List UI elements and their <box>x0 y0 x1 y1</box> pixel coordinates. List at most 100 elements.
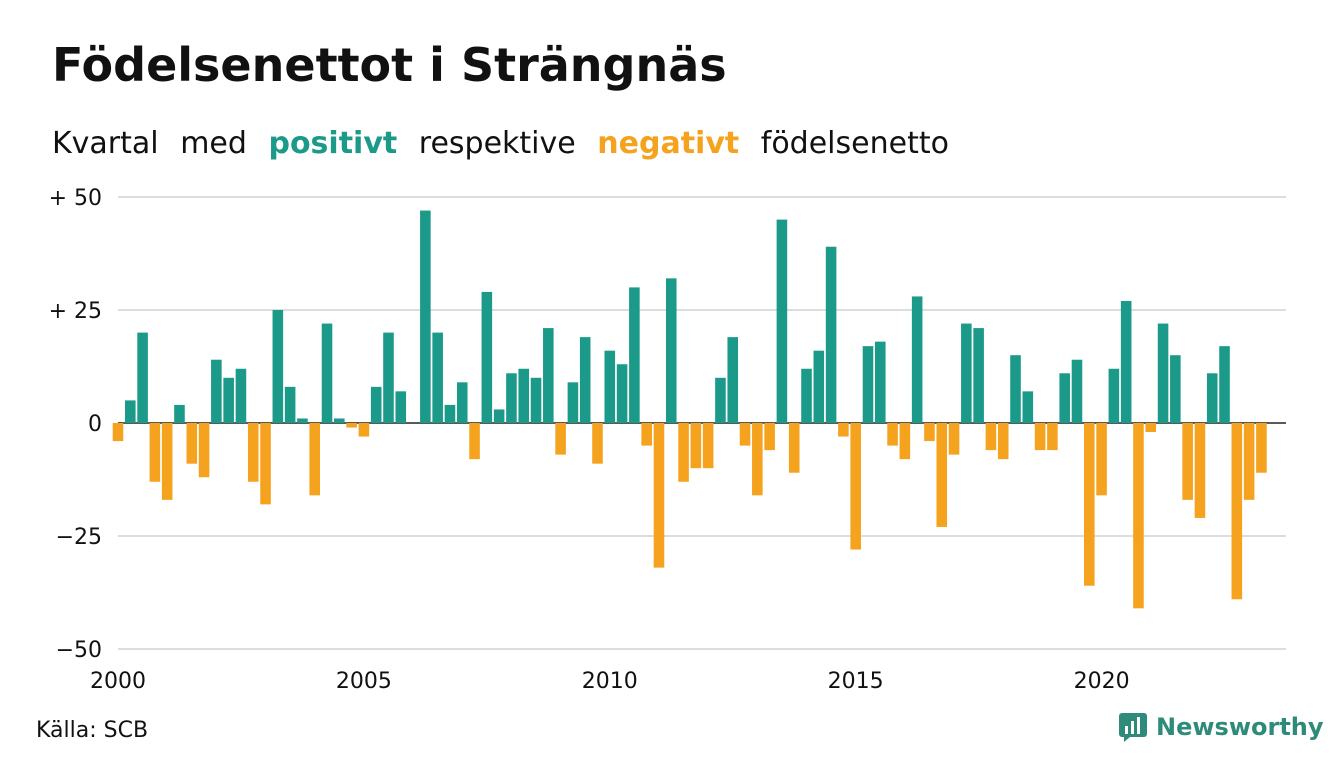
bar-2022Q1 <box>1194 423 1206 518</box>
bar-2006Q4 <box>444 404 456 423</box>
bar-2021Q1 <box>1145 423 1157 433</box>
bar-2017Q3 <box>973 328 984 423</box>
bar-2003Q3 <box>284 386 296 423</box>
bar-2022Q2 <box>1206 373 1218 423</box>
bar-2003Q4 <box>297 418 308 423</box>
bar-2018Q3 <box>1022 391 1034 423</box>
subtitle-positive-label: positivt <box>268 126 398 161</box>
bar-2011Q1 <box>653 423 665 568</box>
bar-2006Q3 <box>432 332 443 423</box>
bar-2021Q3 <box>1170 355 1181 423</box>
bar-2018Q4 <box>1034 423 1046 451</box>
y-tick-label: 0 <box>88 412 102 437</box>
bar-2013Q1 <box>752 423 763 496</box>
bar-2010Q2 <box>616 364 628 423</box>
y-tick-label: −25 <box>56 525 102 550</box>
x-tick-label: 2010 <box>582 669 638 694</box>
bar-2006Q2 <box>420 210 431 423</box>
bar-2018Q1 <box>997 423 1009 460</box>
bar-2004Q2 <box>321 323 333 423</box>
bar-2009Q4 <box>592 423 603 464</box>
bar-2008Q3 <box>530 377 542 423</box>
bar-2009Q1 <box>555 423 566 455</box>
brand-name: Newsworthy <box>1156 713 1324 741</box>
bar-2001Q4 <box>198 423 210 478</box>
y-tick-label: + 50 <box>49 186 102 211</box>
bar-2000Q1 <box>112 423 124 442</box>
bar-2004Q3 <box>334 418 345 423</box>
x-tick-label: 2015 <box>828 669 884 694</box>
bar-2009Q2 <box>567 382 579 423</box>
subtitle-word: födelsenetto <box>760 126 949 161</box>
bar-2016Q2 <box>911 296 923 423</box>
bar-2004Q4 <box>346 423 357 428</box>
y-tick-label: −50 <box>56 638 102 663</box>
bar-2005Q2 <box>370 386 382 423</box>
bar-2013Q3 <box>776 219 788 423</box>
bar-2012Q1 <box>702 423 714 469</box>
bar-2008Q1 <box>506 373 517 423</box>
y-tick-label: + 25 <box>49 299 102 324</box>
bar-2019Q2 <box>1059 373 1070 423</box>
bar-2021Q2 <box>1157 323 1169 423</box>
chart-subtitle: Kvartal med positivt respektive negativt… <box>52 126 961 161</box>
bar-2012Q4 <box>739 423 751 446</box>
bar-2010Q1 <box>604 350 616 423</box>
bar-2008Q2 <box>518 368 530 423</box>
bar-2020Q2 <box>1108 368 1120 423</box>
bar-2023Q1 <box>1243 423 1255 500</box>
bar-2014Q2 <box>813 350 825 423</box>
bar-2018Q2 <box>1010 355 1021 423</box>
bar-2017Q1 <box>948 423 960 455</box>
bar-2023Q2 <box>1256 423 1267 473</box>
bar-2010Q3 <box>629 287 640 423</box>
bar-2004Q1 <box>309 423 321 496</box>
bar-2011Q4 <box>690 423 702 469</box>
bar-2016Q4 <box>936 423 948 527</box>
bar-2015Q4 <box>887 423 898 446</box>
bar-2020Q3 <box>1120 300 1132 423</box>
bar-2009Q3 <box>579 337 591 423</box>
subtitle-word: Kvartal <box>52 126 159 161</box>
bar-2002Q3 <box>235 368 247 423</box>
bar-2013Q2 <box>764 423 775 451</box>
bar-2007Q3 <box>481 291 493 423</box>
bar-2016Q1 <box>899 423 911 460</box>
bar-2011Q2 <box>665 278 677 423</box>
bar-2003Q2 <box>272 310 284 423</box>
bar-2017Q2 <box>961 323 972 423</box>
bar-2002Q2 <box>223 377 234 423</box>
x-tick-label: 2005 <box>336 669 392 694</box>
x-tick-label: 2000 <box>90 669 146 694</box>
source-note: Källa: SCB <box>36 718 149 743</box>
bar-2014Q1 <box>801 368 812 423</box>
bar-2007Q2 <box>469 423 480 460</box>
bar-2007Q1 <box>456 382 468 423</box>
bar-2001Q1 <box>161 423 173 500</box>
bar-2019Q4 <box>1083 423 1095 586</box>
bar-2008Q4 <box>543 328 554 423</box>
subtitle-word: respektive <box>418 126 576 161</box>
bar-2022Q3 <box>1219 346 1230 423</box>
bar-2019Q1 <box>1047 423 1058 451</box>
bar-2001Q3 <box>186 423 198 464</box>
bar-2010Q4 <box>641 423 652 446</box>
x-tick-label: 2020 <box>1074 669 1130 694</box>
bar-2014Q4 <box>838 423 849 437</box>
bar-2015Q2 <box>862 346 874 423</box>
bar-2012Q2 <box>715 377 726 423</box>
bar-2019Q3 <box>1071 359 1083 423</box>
bar-2007Q4 <box>493 409 505 423</box>
chart-title: Födelsenettot i Strängnäs <box>52 38 727 92</box>
bar-2017Q4 <box>985 423 997 451</box>
bar-2020Q4 <box>1133 423 1144 609</box>
bar-2005Q3 <box>383 332 394 423</box>
bar-2016Q3 <box>924 423 935 442</box>
bar-2015Q3 <box>874 341 886 423</box>
bar-2021Q4 <box>1182 423 1193 500</box>
bar-2001Q2 <box>174 404 185 423</box>
bar-2014Q3 <box>825 246 837 423</box>
newsworthy-logo-icon <box>1119 713 1147 742</box>
bar-2000Q2 <box>125 400 136 423</box>
